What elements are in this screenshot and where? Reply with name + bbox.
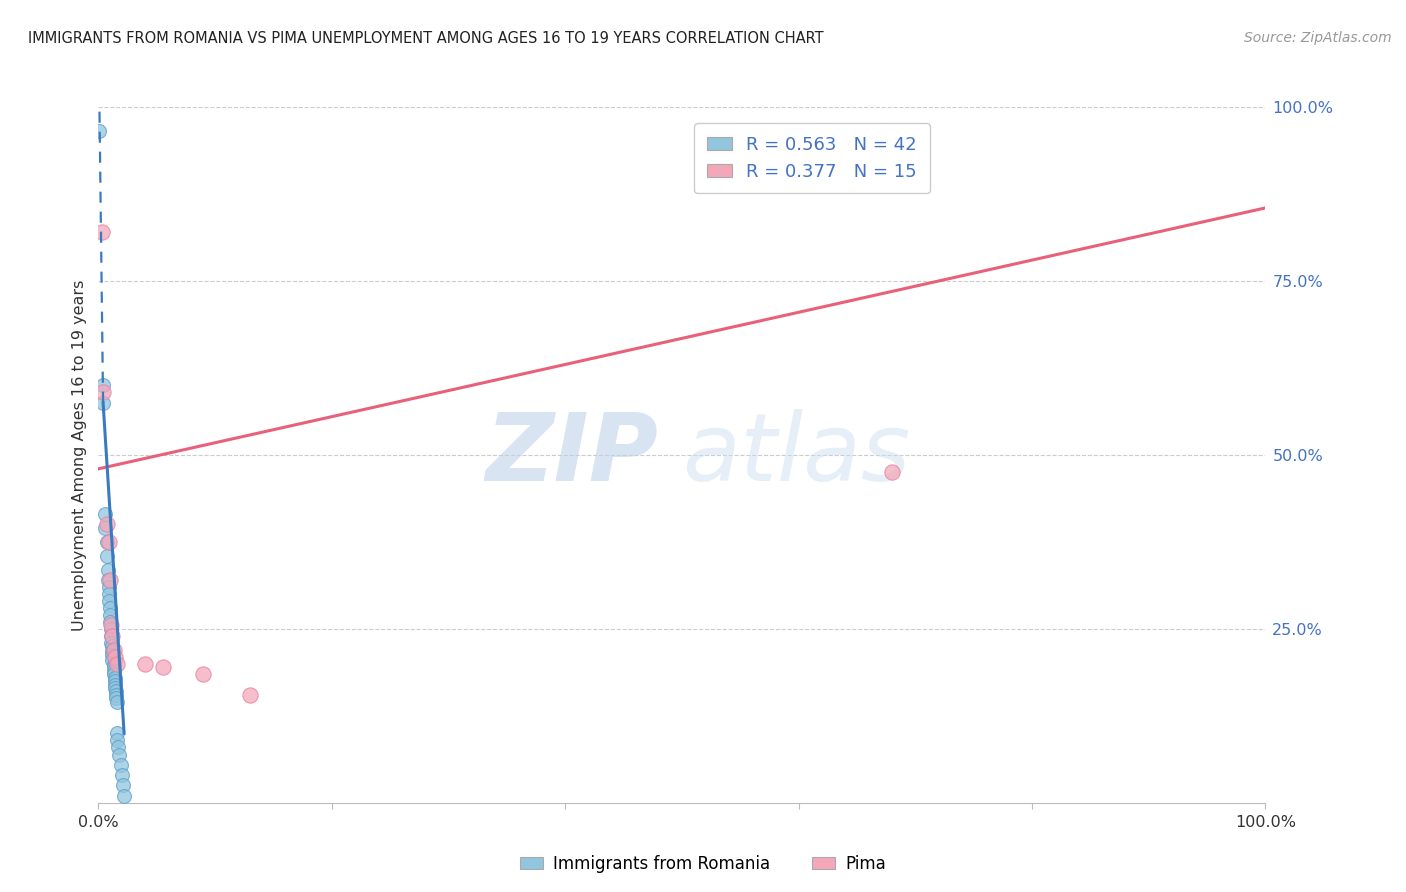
Text: atlas: atlas	[682, 409, 910, 500]
Text: IMMIGRANTS FROM ROMANIA VS PIMA UNEMPLOYMENT AMONG AGES 16 TO 19 YEARS CORRELATI: IMMIGRANTS FROM ROMANIA VS PIMA UNEMPLOY…	[28, 31, 824, 46]
Text: Source: ZipAtlas.com: Source: ZipAtlas.com	[1244, 31, 1392, 45]
Legend: Immigrants from Romania, Pima: Immigrants from Romania, Pima	[513, 848, 893, 880]
Y-axis label: Unemployment Among Ages 16 to 19 years: Unemployment Among Ages 16 to 19 years	[72, 279, 87, 631]
Legend: R = 0.563   N = 42, R = 0.377   N = 15: R = 0.563 N = 42, R = 0.377 N = 15	[695, 123, 929, 194]
Text: ZIP: ZIP	[485, 409, 658, 501]
